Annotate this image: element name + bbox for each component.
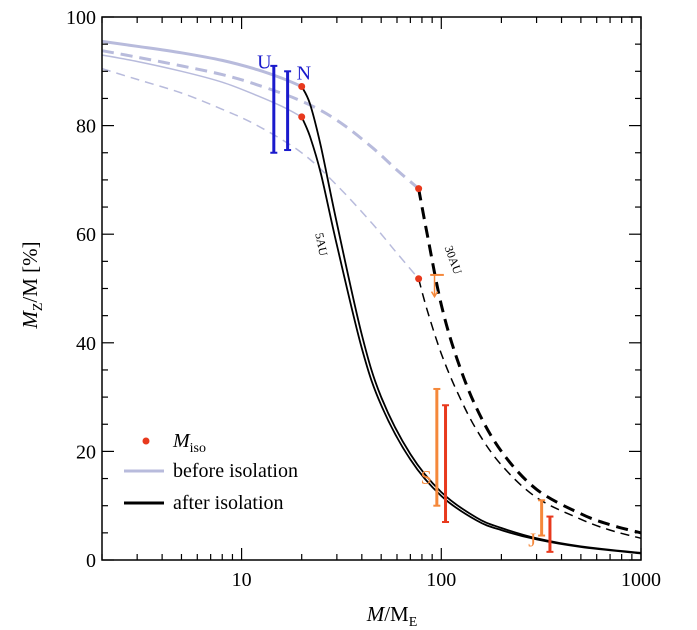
curves-layer bbox=[101, 39, 642, 555]
series-line-after-30AU-thick bbox=[417, 188, 642, 535]
y-tick-label-100: 100 bbox=[66, 7, 96, 29]
x-tick-label-1000: 1000 bbox=[621, 569, 661, 591]
legend-iso-marker bbox=[142, 437, 150, 445]
error-bars-layer bbox=[270, 64, 554, 553]
legend: Miso before isolation after isolation bbox=[124, 430, 298, 514]
series-line-before-solid-thick bbox=[101, 39, 303, 88]
legend-iso-label: Miso bbox=[172, 430, 206, 456]
legend-before-label: before isolation bbox=[173, 460, 298, 482]
y-axis-label: MZ/M [%] bbox=[18, 241, 46, 329]
iso-point-3 bbox=[415, 275, 423, 283]
planet-label-U: U bbox=[257, 52, 272, 74]
y-tick-label-0: 0 bbox=[86, 550, 96, 572]
x-tick-label-10: 10 bbox=[232, 569, 252, 591]
series-line-before-solid-thin bbox=[101, 54, 303, 118]
planet-label-S: S bbox=[421, 467, 432, 489]
x-tick-label-100: 100 bbox=[426, 569, 456, 591]
y-tick-label-40: 40 bbox=[76, 333, 96, 355]
series-line-before-dashed-thick bbox=[101, 49, 420, 190]
iso-points-layer bbox=[298, 83, 423, 283]
curve-label-5AU: 5AU bbox=[312, 232, 330, 258]
series-line-after-5AU-b bbox=[300, 116, 642, 555]
series-line-after-5AU-a bbox=[300, 86, 642, 554]
x-axis-label: M/ME bbox=[366, 602, 418, 630]
axes-layer: 10 100 1000 0 20 40 60 80 100 bbox=[66, 7, 661, 591]
y-tick-label-80: 80 bbox=[76, 116, 96, 138]
labels-layer: U N S J 5AU 30AU bbox=[257, 52, 536, 552]
y-tick-label-60: 60 bbox=[76, 224, 96, 246]
series-line-after-30AU-thin bbox=[417, 278, 642, 540]
iso-point-1 bbox=[298, 113, 306, 121]
upper-limit-arrowhead bbox=[430, 291, 439, 299]
curve-label-30AU: 30AU bbox=[442, 244, 465, 277]
y-tick-label-20: 20 bbox=[76, 441, 96, 463]
legend-after-label: after isolation bbox=[173, 492, 284, 514]
series-line-before-dashed-thin bbox=[101, 67, 420, 280]
iso-point-2 bbox=[415, 185, 423, 193]
planet-label-N: N bbox=[297, 62, 311, 84]
iso-point-0 bbox=[298, 83, 306, 91]
planet-label-J: J bbox=[528, 529, 536, 551]
